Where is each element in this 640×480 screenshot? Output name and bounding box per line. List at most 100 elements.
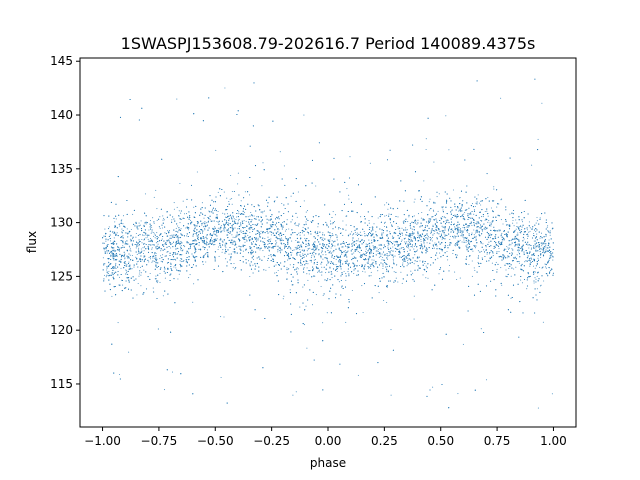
data-point (156, 232, 158, 234)
data-point (551, 255, 553, 257)
data-point (159, 227, 161, 229)
data-point (533, 232, 535, 235)
data-point (407, 259, 409, 262)
data-point (347, 250, 349, 252)
data-point (546, 247, 548, 249)
data-point (177, 237, 179, 239)
data-point (474, 222, 476, 225)
data-point (284, 245, 286, 247)
data-point (329, 250, 331, 252)
data-point (306, 250, 308, 252)
data-point (157, 236, 159, 239)
data-point (169, 235, 171, 237)
data-point (462, 343, 464, 345)
data-point (222, 249, 224, 251)
data-point (361, 234, 363, 236)
data-point (506, 257, 508, 259)
data-point (302, 226, 304, 228)
data-point (533, 282, 535, 284)
data-point (420, 217, 422, 219)
data-point (153, 196, 155, 198)
data-point (288, 237, 290, 240)
data-point (446, 250, 448, 253)
data-point (474, 269, 476, 271)
data-point (454, 244, 456, 246)
data-point (257, 223, 259, 225)
data-point (539, 285, 542, 287)
data-point (430, 238, 432, 240)
data-point (357, 238, 360, 240)
data-point (445, 217, 447, 219)
data-point (447, 244, 449, 247)
data-point (489, 222, 491, 224)
data-point (481, 230, 484, 232)
data-point (345, 260, 347, 262)
data-point (426, 233, 428, 235)
data-point (129, 249, 131, 251)
data-point (118, 276, 121, 278)
data-point (297, 191, 299, 193)
data-point (193, 283, 195, 285)
data-point (156, 219, 158, 221)
data-point (290, 195, 292, 197)
data-point (232, 215, 234, 217)
data-point (180, 266, 182, 268)
data-point (306, 210, 309, 212)
data-point (343, 242, 345, 244)
data-point (541, 267, 543, 269)
data-point (368, 234, 370, 236)
data-point (318, 254, 320, 256)
data-point (537, 257, 539, 259)
data-point (231, 234, 233, 236)
data-point (156, 208, 158, 210)
data-point (214, 209, 216, 211)
data-point (388, 213, 390, 215)
data-point (447, 259, 449, 261)
data-point (528, 221, 530, 223)
data-point (177, 225, 179, 227)
data-point (155, 260, 158, 262)
data-point (517, 234, 519, 236)
data-point (487, 196, 489, 199)
data-point (221, 240, 223, 242)
data-point (524, 261, 526, 263)
data-point (458, 210, 460, 212)
data-point (457, 393, 459, 395)
data-point (497, 230, 499, 232)
data-point (202, 226, 205, 228)
data-point (531, 228, 533, 230)
data-point (345, 273, 347, 275)
data-point (231, 203, 233, 205)
data-point (321, 266, 323, 268)
data-point (515, 219, 517, 221)
data-point (535, 231, 537, 233)
data-point (309, 247, 311, 249)
data-point (480, 200, 482, 202)
data-point (442, 231, 444, 233)
data-point (334, 214, 337, 216)
data-point (427, 236, 429, 238)
data-point (366, 244, 368, 246)
data-point (329, 220, 332, 222)
data-point (407, 221, 409, 223)
data-point (392, 246, 394, 248)
data-point (232, 243, 234, 245)
data-point (475, 237, 477, 239)
data-point (335, 258, 337, 260)
data-point (436, 220, 438, 222)
data-point (245, 220, 247, 222)
data-point (486, 253, 488, 255)
data-point (280, 226, 282, 228)
data-point (142, 252, 145, 255)
data-point (322, 258, 324, 260)
data-point (347, 271, 349, 273)
data-point (311, 255, 313, 257)
data-point (542, 242, 544, 244)
data-point (298, 241, 300, 243)
data-point (161, 244, 164, 247)
data-point (190, 243, 192, 245)
data-point (513, 268, 515, 270)
data-point (410, 233, 412, 235)
data-point (516, 244, 518, 246)
